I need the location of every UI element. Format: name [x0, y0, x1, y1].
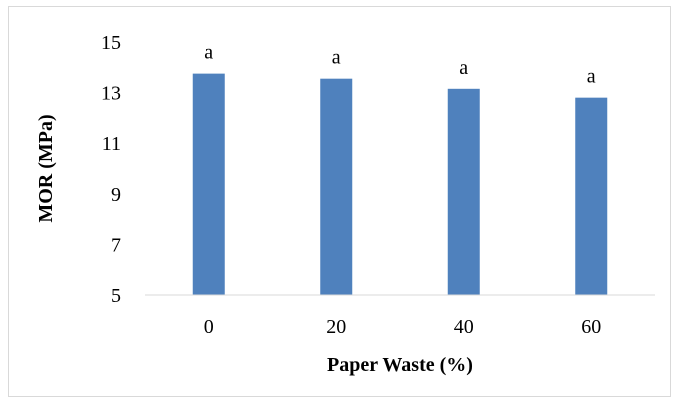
x-axis-label: Paper Waste (%): [327, 354, 473, 376]
x-tick-labels: 0 20 40 60: [204, 316, 602, 338]
y-tick-labels: 5 7 9 11 13 15: [101, 32, 121, 307]
bar: [575, 97, 608, 295]
y-tick-label: 11: [102, 133, 121, 155]
y-tick-label: 7: [111, 234, 121, 256]
bar-data-label: a: [587, 66, 596, 88]
bar-data-label: a: [204, 42, 213, 64]
bars: [192, 73, 608, 296]
bar-data-label: a: [332, 47, 341, 69]
bar: [192, 73, 225, 295]
y-tick-label: 5: [111, 285, 121, 307]
x-tick-label: 0: [204, 316, 214, 338]
bar: [320, 78, 353, 295]
x-tick-label: 40: [454, 316, 474, 338]
bar-data-labels: a a a a: [204, 42, 596, 88]
bar-data-label: a: [459, 57, 468, 79]
chart-frame: [8, 6, 671, 397]
y-tick-label: 15: [101, 32, 121, 54]
x-tick-label: 60: [581, 316, 601, 338]
y-axis-label: MOR (MPa): [35, 114, 57, 222]
bar: [447, 88, 480, 296]
x-tick-label: 20: [326, 316, 346, 338]
y-tick-label: 13: [101, 83, 121, 105]
y-tick-label: 9: [111, 184, 121, 206]
